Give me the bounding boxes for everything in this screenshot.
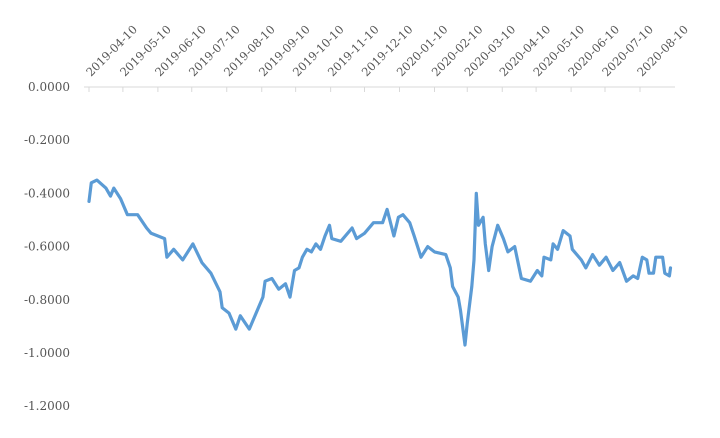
y-tick-label: -0.4000	[24, 186, 70, 200]
x-ticks	[88, 87, 641, 92]
y-tick-label: -1.2000	[24, 399, 70, 413]
y-tick-label: -1.0000	[24, 346, 70, 360]
x-tick-labels: 2019-04-102019-05-102019-06-102019-07-10…	[83, 22, 691, 79]
y-tick-label: 0.0000	[28, 80, 70, 94]
y-tick-label: -0.2000	[24, 133, 70, 147]
y-tick-label: -0.6000	[24, 240, 70, 254]
y-tick-labels: 0.0000 -0.2000 -0.4000 -0.6000 -0.8000 -1.000…	[24, 80, 70, 413]
series-line	[87, 178, 673, 347]
y-tick-label: -0.8000	[24, 293, 70, 307]
